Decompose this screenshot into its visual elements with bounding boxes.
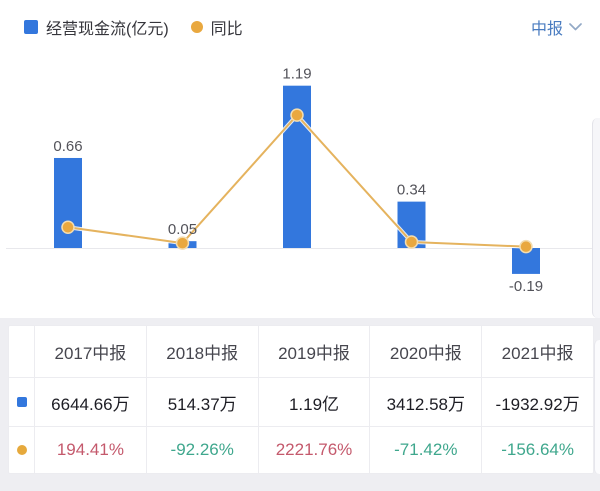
- yoy-point-2017中报[interactable]: [61, 220, 75, 234]
- legend-item-cashflow[interactable]: 经营现金流(亿元): [24, 15, 169, 39]
- table-header-2018中报: 2018中报: [145, 326, 258, 377]
- next-card-edge: [592, 118, 600, 318]
- yoy-point-2019中报[interactable]: [290, 108, 304, 122]
- table-corner-cell: [9, 326, 34, 377]
- table-cashflow-2021中报: -1932.92万: [481, 377, 593, 426]
- table-yoy-2020中报: -71.42%: [369, 426, 482, 473]
- table-cashflow-2019中报: 1.19亿: [257, 377, 370, 426]
- chart-legend: 经营现金流(亿元) 同比: [24, 15, 243, 39]
- orange-dot-icon: [16, 445, 27, 455]
- next-table-edge: [594, 340, 600, 474]
- table-row-icon-yoy: [9, 426, 34, 473]
- table-header-2020中报: 2020中报: [369, 326, 481, 377]
- period-selector[interactable]: 中报: [531, 15, 582, 39]
- bar-2017中报[interactable]: [54, 157, 82, 248]
- table-cashflow-2018中报: 514.37万: [145, 377, 258, 426]
- period-selector-label: 中报: [530, 21, 563, 38]
- table-header-2019中报: 2019中报: [257, 326, 370, 377]
- bar-label-2017中报: 0.66: [53, 138, 82, 155]
- summary-table: 2017中报 2018中报 2019中报 2020中报 2021中报 6644.66万 51…: [8, 325, 594, 474]
- chevron-down-icon: [569, 23, 582, 31]
- line-series-swatch-icon: [190, 21, 203, 33]
- cashflow-chart: 0.66 0.05 1.19 0.34 -0.19: [6, 66, 594, 295]
- bar-label-2020中报: 0.34: [397, 182, 426, 199]
- yoy-point-2018中报[interactable]: [175, 236, 190, 250]
- legend-label-cashflow: 经营现金流(亿元): [46, 21, 169, 38]
- table-cashflow-2020中报: 3412.58万: [369, 377, 482, 426]
- table-header-2021中报: 2021中报: [481, 326, 593, 377]
- bar-label-2018中报: 0.05: [168, 221, 197, 238]
- table-yoy-2018中报: -92.26%: [145, 426, 258, 473]
- legend-item-yoy[interactable]: 同比: [190, 15, 243, 39]
- table-yoy-2017中报: 194.41%: [34, 426, 146, 473]
- table-cashflow-2017中报: 6644.66万: [34, 377, 146, 426]
- chart-header: 经营现金流(亿元) 同比 中报: [24, 14, 582, 40]
- table-yoy-2019中报: 2221.76%: [257, 426, 370, 473]
- legend-label-yoy: 同比: [210, 21, 243, 38]
- table-yoy-2021中报: -156.64%: [481, 426, 593, 473]
- blue-square-icon: [16, 397, 27, 407]
- bar-label-2021中报: -0.19: [509, 278, 543, 295]
- yoy-point-2020中报[interactable]: [404, 235, 419, 249]
- yoy-point-2021中报[interactable]: [519, 239, 533, 254]
- table-row-icon-cashflow: [9, 377, 34, 426]
- bar-label-2019中报: 1.19: [282, 66, 311, 83]
- bar-series-swatch-icon: [24, 20, 38, 34]
- cashflow-card: 经营现金流(亿元) 同比 中报 0.66 0.05 1.19 0.34 -0.19: [0, 0, 600, 318]
- table-header-2017中报: 2017中报: [34, 326, 146, 377]
